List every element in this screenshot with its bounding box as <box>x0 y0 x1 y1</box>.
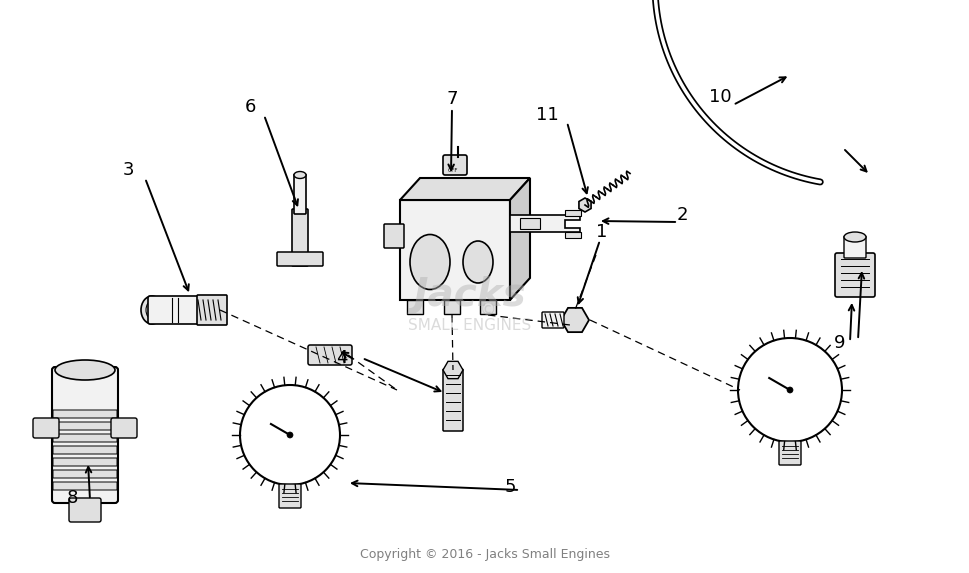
Text: 7: 7 <box>446 90 457 108</box>
Polygon shape <box>510 215 579 232</box>
FancyBboxPatch shape <box>843 236 865 258</box>
FancyBboxPatch shape <box>294 174 305 214</box>
FancyBboxPatch shape <box>292 209 308 266</box>
Text: 2: 2 <box>675 206 687 224</box>
Text: 5: 5 <box>504 478 516 496</box>
FancyBboxPatch shape <box>519 218 540 229</box>
Polygon shape <box>399 178 529 200</box>
FancyBboxPatch shape <box>834 253 874 297</box>
Ellipse shape <box>410 234 450 289</box>
FancyBboxPatch shape <box>480 300 495 314</box>
Text: 10: 10 <box>708 88 731 106</box>
Circle shape <box>737 338 841 442</box>
Text: 1: 1 <box>596 223 607 241</box>
FancyBboxPatch shape <box>33 418 59 438</box>
FancyBboxPatch shape <box>308 345 352 365</box>
FancyBboxPatch shape <box>53 458 117 466</box>
FancyBboxPatch shape <box>279 484 300 508</box>
FancyBboxPatch shape <box>778 441 800 465</box>
FancyBboxPatch shape <box>444 300 459 314</box>
FancyBboxPatch shape <box>443 369 462 431</box>
Ellipse shape <box>294 171 305 179</box>
FancyBboxPatch shape <box>277 252 323 266</box>
Text: 11: 11 <box>535 106 558 124</box>
Ellipse shape <box>462 241 492 283</box>
FancyBboxPatch shape <box>564 232 580 238</box>
Text: 9: 9 <box>833 334 845 352</box>
Circle shape <box>786 387 793 393</box>
Ellipse shape <box>141 296 163 324</box>
FancyBboxPatch shape <box>110 418 137 438</box>
Circle shape <box>239 385 340 485</box>
Text: 8: 8 <box>66 489 78 507</box>
FancyBboxPatch shape <box>384 224 403 248</box>
FancyBboxPatch shape <box>53 470 117 478</box>
Ellipse shape <box>843 232 865 242</box>
FancyBboxPatch shape <box>197 295 227 325</box>
FancyBboxPatch shape <box>443 155 466 175</box>
FancyBboxPatch shape <box>148 296 206 324</box>
FancyBboxPatch shape <box>564 210 580 216</box>
FancyBboxPatch shape <box>53 434 117 442</box>
Circle shape <box>287 432 293 438</box>
FancyBboxPatch shape <box>69 498 101 522</box>
FancyBboxPatch shape <box>542 312 563 328</box>
Text: 3: 3 <box>122 161 134 179</box>
Ellipse shape <box>146 301 158 319</box>
FancyBboxPatch shape <box>52 367 118 503</box>
FancyBboxPatch shape <box>53 482 117 490</box>
FancyBboxPatch shape <box>407 300 422 314</box>
Text: 6: 6 <box>244 98 256 116</box>
Text: 4: 4 <box>336 349 348 367</box>
Text: ©: © <box>480 301 496 319</box>
Text: Jacks: Jacks <box>413 276 526 314</box>
FancyBboxPatch shape <box>53 410 117 418</box>
Text: OFF: OFF <box>448 168 458 173</box>
Text: Copyright © 2016 - Jacks Small Engines: Copyright © 2016 - Jacks Small Engines <box>359 548 610 562</box>
Polygon shape <box>510 178 529 300</box>
Polygon shape <box>399 200 510 300</box>
FancyBboxPatch shape <box>53 422 117 430</box>
Text: SMALL ENGINES: SMALL ENGINES <box>408 317 531 332</box>
Ellipse shape <box>55 360 115 380</box>
FancyBboxPatch shape <box>53 446 117 454</box>
